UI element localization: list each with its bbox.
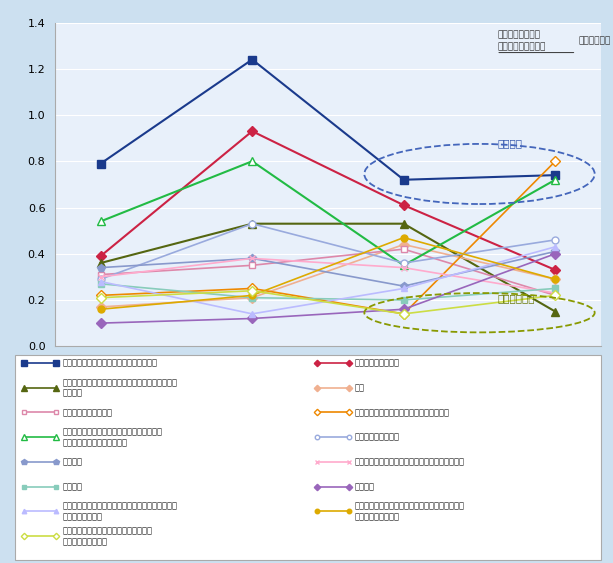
Text: 教育問題: 教育問題 (62, 482, 82, 491)
FancyBboxPatch shape (15, 355, 601, 560)
Text: 金融破綻: 金融破綻 (62, 458, 82, 466)
Text: テロ: テロ (355, 383, 365, 392)
Text: 自然災害の発生（地震、風水害、その他）: 自然災害の発生（地震、風水害、その他） (62, 359, 157, 368)
Text: 大規模感染症の発生: 大規模感染症の発生 (355, 359, 400, 368)
Text: 犯罪増加（窃盗、殺人、誘拐、放火、他）: 犯罪増加（窃盗、殺人、誘拐、放火、他） (355, 408, 450, 417)
Text: インフラ障害に伴う問題（大規模停電、
システム障害、他）: インフラ障害に伴う問題（大規模停電、 システム障害、他） (62, 526, 152, 546)
Text: 情報化に伴う問題（ネット犯罪、個人情報漏洩、
サイバーテロ、他）: 情報化に伴う問題（ネット犯罪、個人情報漏洩、 サイバーテロ、他） (355, 502, 465, 521)
Text: の回答者比率: の回答者比率 (578, 37, 611, 46)
Text: 対策を講じていない: 対策を講じていない (498, 42, 546, 51)
Text: 科学技術災害: 科学技術災害 (498, 293, 535, 303)
Text: 医療問題: 医療問題 (355, 482, 375, 491)
Text: 少子高齢化に伴う問題（年金問題、老人介護問題、
労働力不足、他）: 少子高齢化に伴う問題（年金問題、老人介護問題、 労働力不足、他） (62, 502, 177, 521)
Text: 科学技術災害の発生（原子力災害、危険物等災害、
その他）: 科学技術災害の発生（原子力災害、危険物等災害、 その他） (62, 378, 177, 397)
Text: 環境問題（温暖化、廃棄物問題、環境汚染、
エネルギー・資源枯渇、他）: 環境問題（温暖化、廃棄物問題、環境汚染、 エネルギー・資源枯渇、他） (62, 427, 162, 447)
Text: 雇用問題（リストラ、会社の倒産、過労死、他）: 雇用問題（リストラ、会社の倒産、過労死、他） (355, 458, 465, 466)
Text: 食品の安全性の破綻: 食品の安全性の破綻 (355, 433, 400, 442)
Text: 政情不安（戦争、他）: 政情不安（戦争、他） (62, 408, 112, 417)
Text: 対策を講じている: 対策を講じている (498, 31, 541, 40)
Text: 自然災害: 自然災害 (498, 138, 523, 148)
